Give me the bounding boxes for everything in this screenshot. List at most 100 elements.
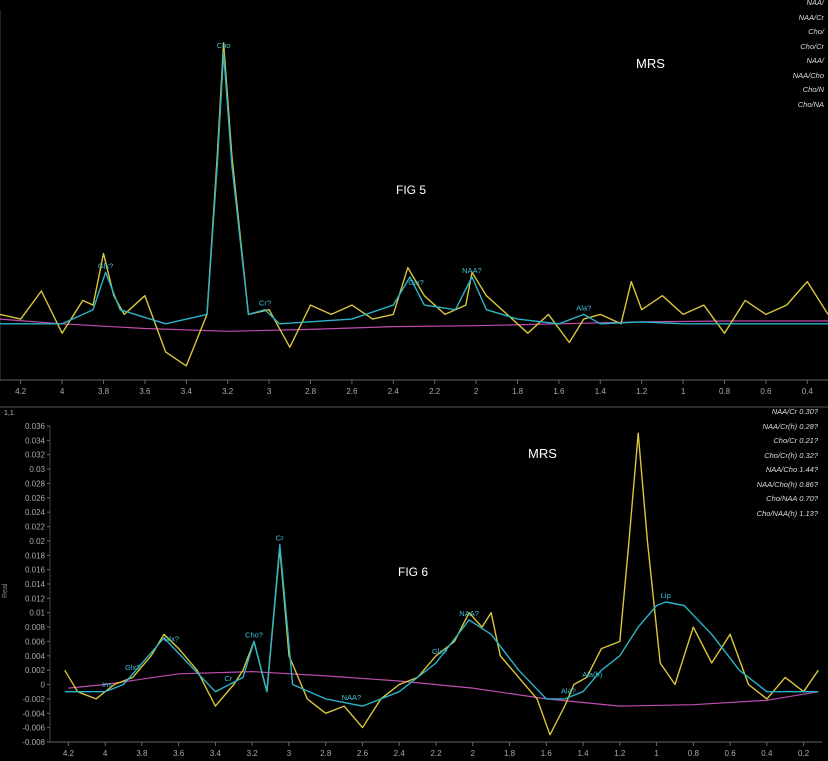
y-tick-label: 0.006 [25,637,46,646]
y-tick-label: 0.03 [29,465,45,474]
peak-label: NAA? [459,609,479,618]
ratio-label: NAA/Cho [792,70,824,80]
fit-series-line [0,51,828,325]
x-tick-label: 4 [103,749,108,758]
chart-title: MRS [636,56,665,71]
peak-label: NAA? [342,693,362,702]
x-tick-label: 2.2 [429,387,441,396]
ratio-label: Cho/Cr 0.21? [773,436,818,445]
x-tick-label: 4.2 [63,749,75,758]
chart-title: MRS [528,446,557,461]
x-tick-label: 3.6 [139,387,151,396]
y-tick-label: 0.014 [25,580,46,589]
ratio-label: NAA/ [806,0,824,7]
x-tick-label: 2.4 [394,749,406,758]
y-tick-label: -0.008 [22,738,45,747]
ratio-label: NAA/Cho(h) 0.86? [756,479,818,489]
peak-label: Glx? [164,635,179,644]
ratio-label: NAA/Cr 0.30? [771,407,818,416]
ratio-label: Cho/NA [797,99,824,109]
spectrum-panel-fig6: 4.2 4 3.8 3.6 3.4 3.2 3 2.8 2.6 2.4 2.2 2 1.8 1.6 1.4 1… [0,406,828,759]
x-tick-label: 1.2 [614,749,626,758]
x-tick-label: 2.8 [305,387,317,396]
x-tick-label: 1 [681,387,686,396]
x-tick-label: 2 [474,387,479,396]
y-tick-label: 0.01 [29,609,45,618]
ratio-list: NAA/Cr 0.30? NAA/Cr(h) 0.28? Cho/Cr 0.21… [757,405,818,521]
x-tick-label: 1.6 [553,387,565,396]
ratio-label: Cho/ [808,27,824,36]
baseline-series-line [68,671,819,707]
signal-series-line [0,42,828,367]
x-tick-label: 0.8 [719,387,731,396]
x-tick-label: 3 [267,387,272,396]
ratio-label: Cho/Cr(h) 0.32? [764,450,818,460]
y-tick-label: 0.034 [25,436,46,445]
peak-label: Ala? [561,686,576,695]
x-tick-label: 4 [60,387,65,396]
x-tick-label: 2.6 [346,387,358,396]
y-tick-label: -0.002 [22,695,45,704]
x-tick-label: 2.2 [430,749,442,758]
peak-label: Lip [661,591,671,600]
peak-label: Ala(h) [582,670,603,679]
spectrum-chart-fig5: 4.2 4 3.8 3.6 3.4 3.2 3 2.8 2.6 2.4 2.2 2 1.8 1.6 1.4 1… [0,10,828,396]
y-axis-label: Real [2,583,9,598]
x-tick-label: 1.4 [577,749,589,758]
x-tick-label: 3.4 [210,749,222,758]
peak-label: Ins [102,680,112,689]
peak-label: NAA? [462,266,482,275]
ratio-label: NAA/Cr(h) 0.28? [762,421,818,431]
x-tick-label: 3.8 [136,749,148,758]
x-tick-label: 1 [654,749,659,758]
ratio-label: Cho/N [802,85,824,94]
peak-label: Glx? [432,647,447,656]
x-tick-label: 2.6 [357,749,369,758]
ratio-label: NAA/Cho 1.44? [765,465,818,474]
fit-series-line [64,543,819,707]
baseline-series-line [0,318,828,332]
figure-label: FIG 5 [396,183,427,197]
y-tick-label: 0.012 [25,594,46,603]
x-tick-label: 1.6 [541,749,553,758]
panel-index-label: 1,1 [4,410,14,417]
x-tick-label: 3.2 [247,749,259,758]
y-tick-label: 0 [41,681,46,690]
y-tick-label: -0.004 [22,709,45,718]
x-tick-label: 2 [471,749,476,758]
peak-label: Cho [217,41,231,50]
x-tick-label: 1.8 [504,749,516,758]
x-tick-label: 0.4 [761,749,773,758]
x-tick-label: 1.4 [595,387,607,396]
y-tick-label: 0.022 [25,523,46,532]
y-tick-label: 0.028 [25,479,46,488]
x-tick-label: 0.2 [798,749,810,758]
ratio-label: Cho/Cr [800,41,824,51]
peak-label: Cr? [259,299,271,308]
figure-label: FIG 6 [398,565,429,579]
peak-label: Glx? [125,663,140,672]
ratio-label: NAA/ [806,56,824,65]
ratio-label: Cho/NAA 0.70? [766,494,818,503]
ratio-label: Cho/NAA(h) 1.13? [756,508,818,518]
x-tick-label: 4.2 [15,387,27,396]
y-tick-label: 0.024 [25,508,46,517]
peak-label: Cr [224,674,232,683]
x-tick-label: 3.8 [98,387,110,396]
x-tick-label: 3.2 [222,387,234,396]
x-tick-label: 2.8 [320,749,332,758]
x-tick-label: 2.4 [388,387,400,396]
ratio-label: NAA/Cr [798,12,824,22]
y-tick-label: 0.026 [25,494,46,503]
x-tick-label: 3 [287,749,292,758]
y-tick-label: -0.006 [22,724,45,733]
peak-label: Ala? [576,303,591,312]
signal-series-line [64,432,819,736]
peak-label: Cho? [245,630,263,639]
x-tick-label: 0.4 [802,387,814,396]
y-tick-label: 0.016 [25,566,46,575]
y-tick-label: 0.018 [25,551,46,560]
y-tick-label: 0.036 [25,422,46,431]
x-tick-label: 0.6 [725,749,737,758]
y-tick-label: 0.032 [25,451,46,460]
